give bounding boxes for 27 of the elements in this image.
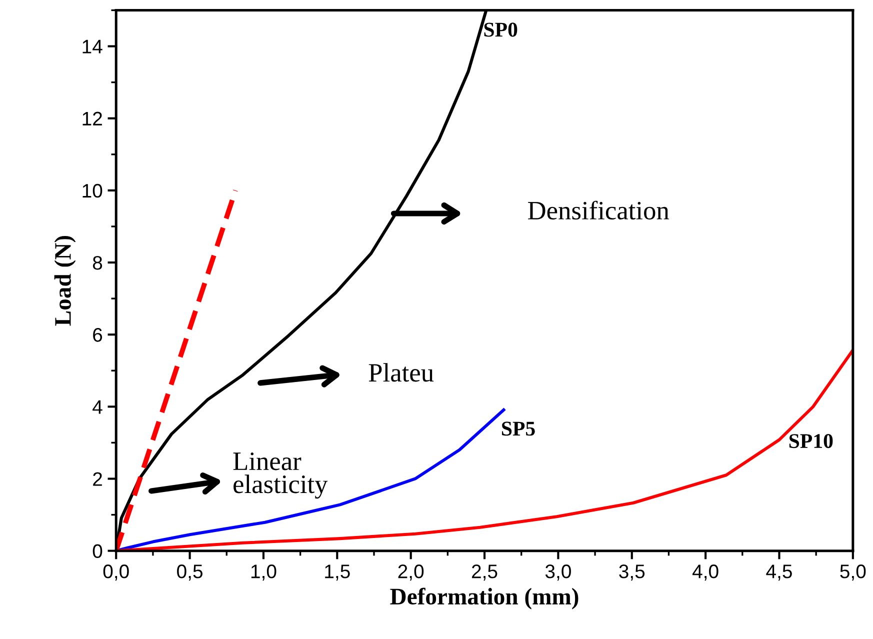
x-tick-label: 4,0 xyxy=(692,564,718,581)
x-tick-label: 2,5 xyxy=(472,564,498,581)
x-tick-label: 0,0 xyxy=(103,564,129,581)
x-tick-label: 3,0 xyxy=(545,564,571,581)
x-tick-label: 1,5 xyxy=(325,564,350,581)
y-tick-label: 6 xyxy=(93,328,102,342)
x-tick-label: 5,0 xyxy=(840,564,866,581)
y-tick-label: 4 xyxy=(92,400,102,414)
y-tick-label: 10 xyxy=(82,184,102,198)
x-tick-label: 1,0 xyxy=(251,564,276,581)
x-tick-label: 4,5 xyxy=(766,564,792,581)
y-tick-label: 14 xyxy=(82,40,102,54)
y-axis-title: Load (N) xyxy=(54,236,76,326)
series-label: SP10 xyxy=(789,434,833,448)
x-tick-label: 2,0 xyxy=(398,564,424,581)
y-tick-label: 0 xyxy=(92,544,102,558)
y-tick-label: 8 xyxy=(92,256,102,270)
x-tick-label: 3,5 xyxy=(619,564,645,581)
x-tick-label: 0,5 xyxy=(177,564,202,581)
y-tick-label: 2 xyxy=(93,472,102,486)
annotation: Linear elasticity xyxy=(233,452,328,499)
x-axis-title: Deformation (mm) xyxy=(390,588,578,610)
series-label: SP5 xyxy=(502,422,535,436)
series-label: SP0 xyxy=(484,22,518,37)
annotation: Densification xyxy=(528,200,670,220)
annotation: Plateu xyxy=(368,363,434,382)
y-tick-label: 12 xyxy=(82,112,102,126)
